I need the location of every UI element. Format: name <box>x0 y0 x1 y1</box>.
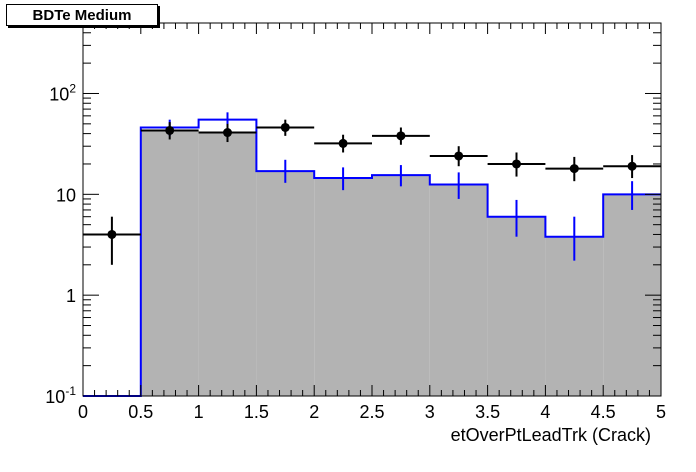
x-tick-label: 5 <box>656 402 666 422</box>
chart-title: BDTe Medium <box>32 6 132 24</box>
x-tick-label: 2 <box>309 402 319 422</box>
black-point-8 <box>569 164 579 174</box>
filled-bar-3 <box>256 171 315 396</box>
filled-bar-5 <box>372 175 430 396</box>
y-tick-label: 10 <box>56 185 76 205</box>
y-tick-label: 1 <box>66 286 76 306</box>
black-point-5 <box>396 131 406 141</box>
y-tick-base: 10 <box>56 185 76 205</box>
y-tick-base: 10 <box>49 84 69 104</box>
y-tick-exponent: -1 <box>65 384 76 398</box>
filled-histogram-layer <box>140 130 661 397</box>
black-point-6 <box>454 151 464 161</box>
black-point-9 <box>627 161 637 171</box>
y-tick-label: 10-1 <box>45 384 76 407</box>
filled-bar-8 <box>545 236 604 396</box>
y-tick-exponent: 2 <box>69 81 76 95</box>
black-point-3 <box>280 122 290 132</box>
x-axis-title: etOverPtLeadTrk (Crack) <box>451 425 651 445</box>
x-tick-label: 1.5 <box>244 402 269 422</box>
x-tick-label: 3 <box>425 402 435 422</box>
y-tick-base: 10 <box>45 387 65 407</box>
x-tick-label: 3.5 <box>475 402 500 422</box>
filled-bar-2 <box>198 132 257 397</box>
x-tick-label: 4.5 <box>591 402 616 422</box>
black-point-7 <box>512 159 521 169</box>
filled-bar-4 <box>314 178 372 396</box>
x-tick-label: 0 <box>78 402 88 422</box>
filled-bar-1 <box>140 130 199 397</box>
chart-title-box: BDTe Medium <box>6 4 158 26</box>
blue-step-line <box>83 118 661 397</box>
axis-ticks <box>82 22 662 397</box>
filled-bar-7 <box>487 216 546 396</box>
black-points-layer <box>83 119 661 265</box>
filled-bar-6 <box>429 184 488 396</box>
y-tick-label: 102 <box>49 81 76 104</box>
black-point-4 <box>338 138 348 148</box>
black-point-0 <box>107 229 117 239</box>
x-tick-label: 0.5 <box>128 402 153 422</box>
x-tick-label: 2.5 <box>359 402 384 422</box>
y-tick-base: 1 <box>66 286 76 306</box>
black-point-1 <box>165 125 175 135</box>
x-tick-label: 4 <box>540 402 550 422</box>
x-tick-label: 1 <box>194 402 204 422</box>
black-point-2 <box>223 128 232 138</box>
